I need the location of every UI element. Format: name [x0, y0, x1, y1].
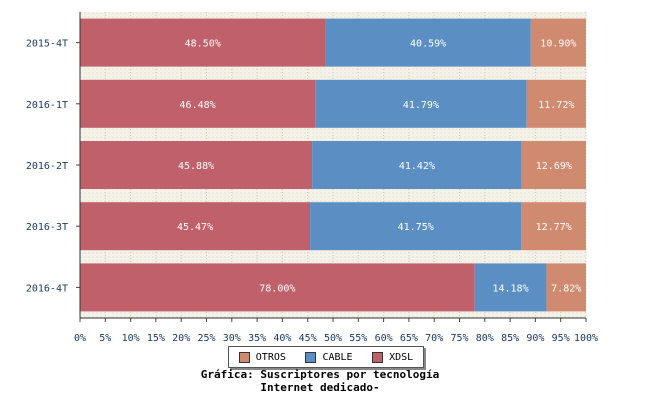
x-tick-label: 50%: [324, 333, 342, 344]
data-label: 40.59%: [410, 39, 446, 50]
bars-group: 48.50% 40.59% 10.90% 46.48% 41.79% 11.72% 45.8…: [80, 18, 586, 312]
x-tick-label: 85%: [501, 333, 519, 344]
bar-segment-cable: [474, 263, 547, 312]
x-tick-label: 0%: [74, 333, 86, 344]
legend-item-cable: CABLE: [305, 351, 353, 363]
legend: OTROS CABLE XDSL: [228, 346, 424, 368]
legend-label: XDSL: [389, 351, 414, 363]
bar-segment-otros: [521, 141, 586, 189]
x-tick-label: 100%: [574, 333, 598, 344]
legend-swatch: [372, 351, 384, 363]
legend-swatch: [238, 351, 250, 363]
bar-segment-xdsl: [80, 79, 316, 128]
x-tick-label: 10%: [122, 333, 140, 344]
chart-caption-line-1: Gráfica: Suscriptores por tecnología: [200, 368, 440, 381]
category-label: 2016-1T: [26, 100, 68, 111]
legend-label: CABLE: [322, 351, 353, 363]
legend-label: OTROS: [255, 351, 286, 363]
data-label: 7.82%: [551, 283, 581, 294]
data-label: 12.69%: [536, 161, 572, 172]
x-tick-label: 45%: [299, 333, 317, 344]
x-tick-label: 40%: [273, 333, 291, 344]
bar-segment-otros: [526, 79, 586, 128]
data-label: 14.18%: [492, 283, 528, 294]
data-label: 12.77%: [536, 222, 572, 233]
bar-segment-cable: [310, 202, 522, 251]
bar-segment-cable: [325, 18, 531, 67]
x-tick-label: 80%: [476, 333, 494, 344]
category-label: 2016-4T: [26, 283, 68, 294]
x-tick-labels: 0% 5% 10% 15% 20% 25% 30% 35% 40% 45% 50% 55% 60% 65%…: [74, 333, 598, 344]
bar-segment-xdsl: [80, 18, 326, 67]
x-tick-label: 95%: [552, 333, 570, 344]
bar-segment-otros: [530, 18, 586, 67]
x-tick-label: 90%: [526, 333, 544, 344]
x-tick-label: 70%: [425, 333, 443, 344]
x-tick-label: 20%: [172, 333, 190, 344]
x-tick-label: 75%: [450, 333, 468, 344]
data-label: 11.72%: [538, 100, 574, 111]
data-label: 41.79%: [403, 100, 439, 111]
x-tick-label: 25%: [197, 333, 215, 344]
data-label: 48.50%: [185, 39, 221, 50]
bar-segment-otros: [521, 202, 586, 251]
data-label: 45.47%: [177, 222, 213, 233]
chart-caption-line-2: Internet dedicado-: [260, 381, 380, 394]
data-label: 78.00%: [259, 283, 295, 294]
data-label: 41.75%: [398, 222, 434, 233]
legend-swatch: [305, 351, 317, 363]
category-labels: 2015-4T 2016-1T 2016-2T 2016-3T 2016-4T: [26, 39, 68, 295]
category-label: 2016-2T: [26, 161, 68, 172]
x-tick-label: 65%: [400, 333, 418, 344]
x-tick-label: 35%: [248, 333, 266, 344]
bar-segment-otros: [546, 263, 586, 312]
bar-segment-cable: [312, 141, 522, 189]
category-label: 2015-4T: [26, 39, 68, 50]
bar-segment-xdsl: [80, 141, 313, 189]
x-tick-label: 30%: [223, 333, 241, 344]
data-label: 10.90%: [540, 39, 576, 50]
x-tick-label: 15%: [147, 333, 165, 344]
category-label: 2016-3T: [26, 222, 68, 233]
bar-segment-xdsl: [80, 202, 311, 251]
data-label: 46.48%: [180, 100, 216, 111]
legend-item-otros: OTROS: [238, 351, 286, 363]
legend-item-xdsl: XDSL: [372, 351, 414, 363]
axes-group: [76, 12, 587, 322]
data-label: 41.42%: [399, 161, 435, 172]
x-tick-label: 55%: [349, 333, 367, 344]
x-tick-label: 60%: [375, 333, 393, 344]
data-label: 45.88%: [178, 161, 214, 172]
x-tick-label: 5%: [99, 333, 111, 344]
bar-segment-cable: [315, 79, 527, 128]
bar-segment-xdsl: [80, 263, 475, 312]
